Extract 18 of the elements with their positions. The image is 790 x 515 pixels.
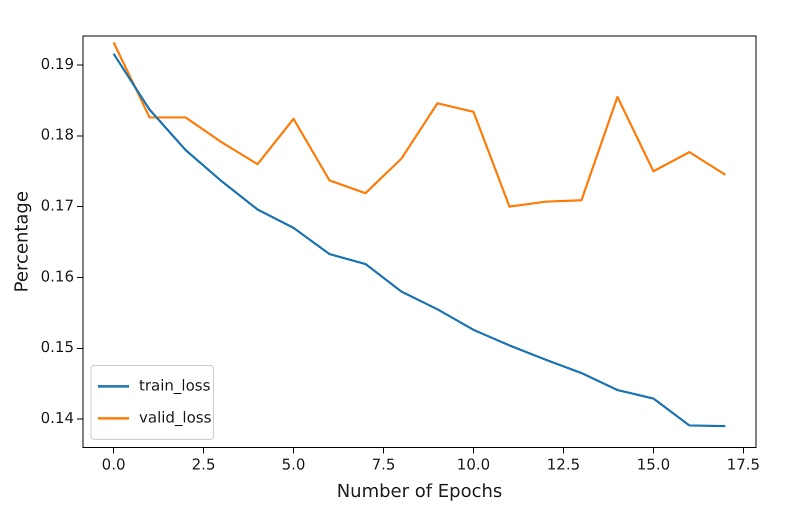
x-tick-label: 15.0 — [636, 455, 670, 474]
x-tick-label: 0.0 — [102, 455, 126, 474]
y-tick-label: 0.19 — [40, 54, 74, 73]
x-tick-label: 17.5 — [726, 455, 760, 474]
y-tick-label: 0.16 — [40, 267, 74, 286]
x-tick-label: 2.5 — [192, 455, 216, 474]
x-tick-label: 12.5 — [546, 455, 580, 474]
y-tick-label: 0.14 — [40, 408, 74, 427]
y-tick-label: 0.18 — [40, 126, 74, 144]
legend-label: train_loss — [139, 376, 211, 394]
y-tick-label: 0.17 — [40, 196, 74, 215]
x-tick-label: 7.5 — [372, 455, 396, 474]
x-tick-label: 5.0 — [282, 455, 306, 474]
x-tick-label: 10.0 — [456, 455, 490, 474]
x-axis-title: Number of Epochs — [336, 480, 502, 502]
y-tick-label: 0.15 — [40, 338, 74, 356]
legend-label: valid_loss — [139, 408, 212, 426]
y-axis-title: Percentage — [11, 191, 32, 292]
